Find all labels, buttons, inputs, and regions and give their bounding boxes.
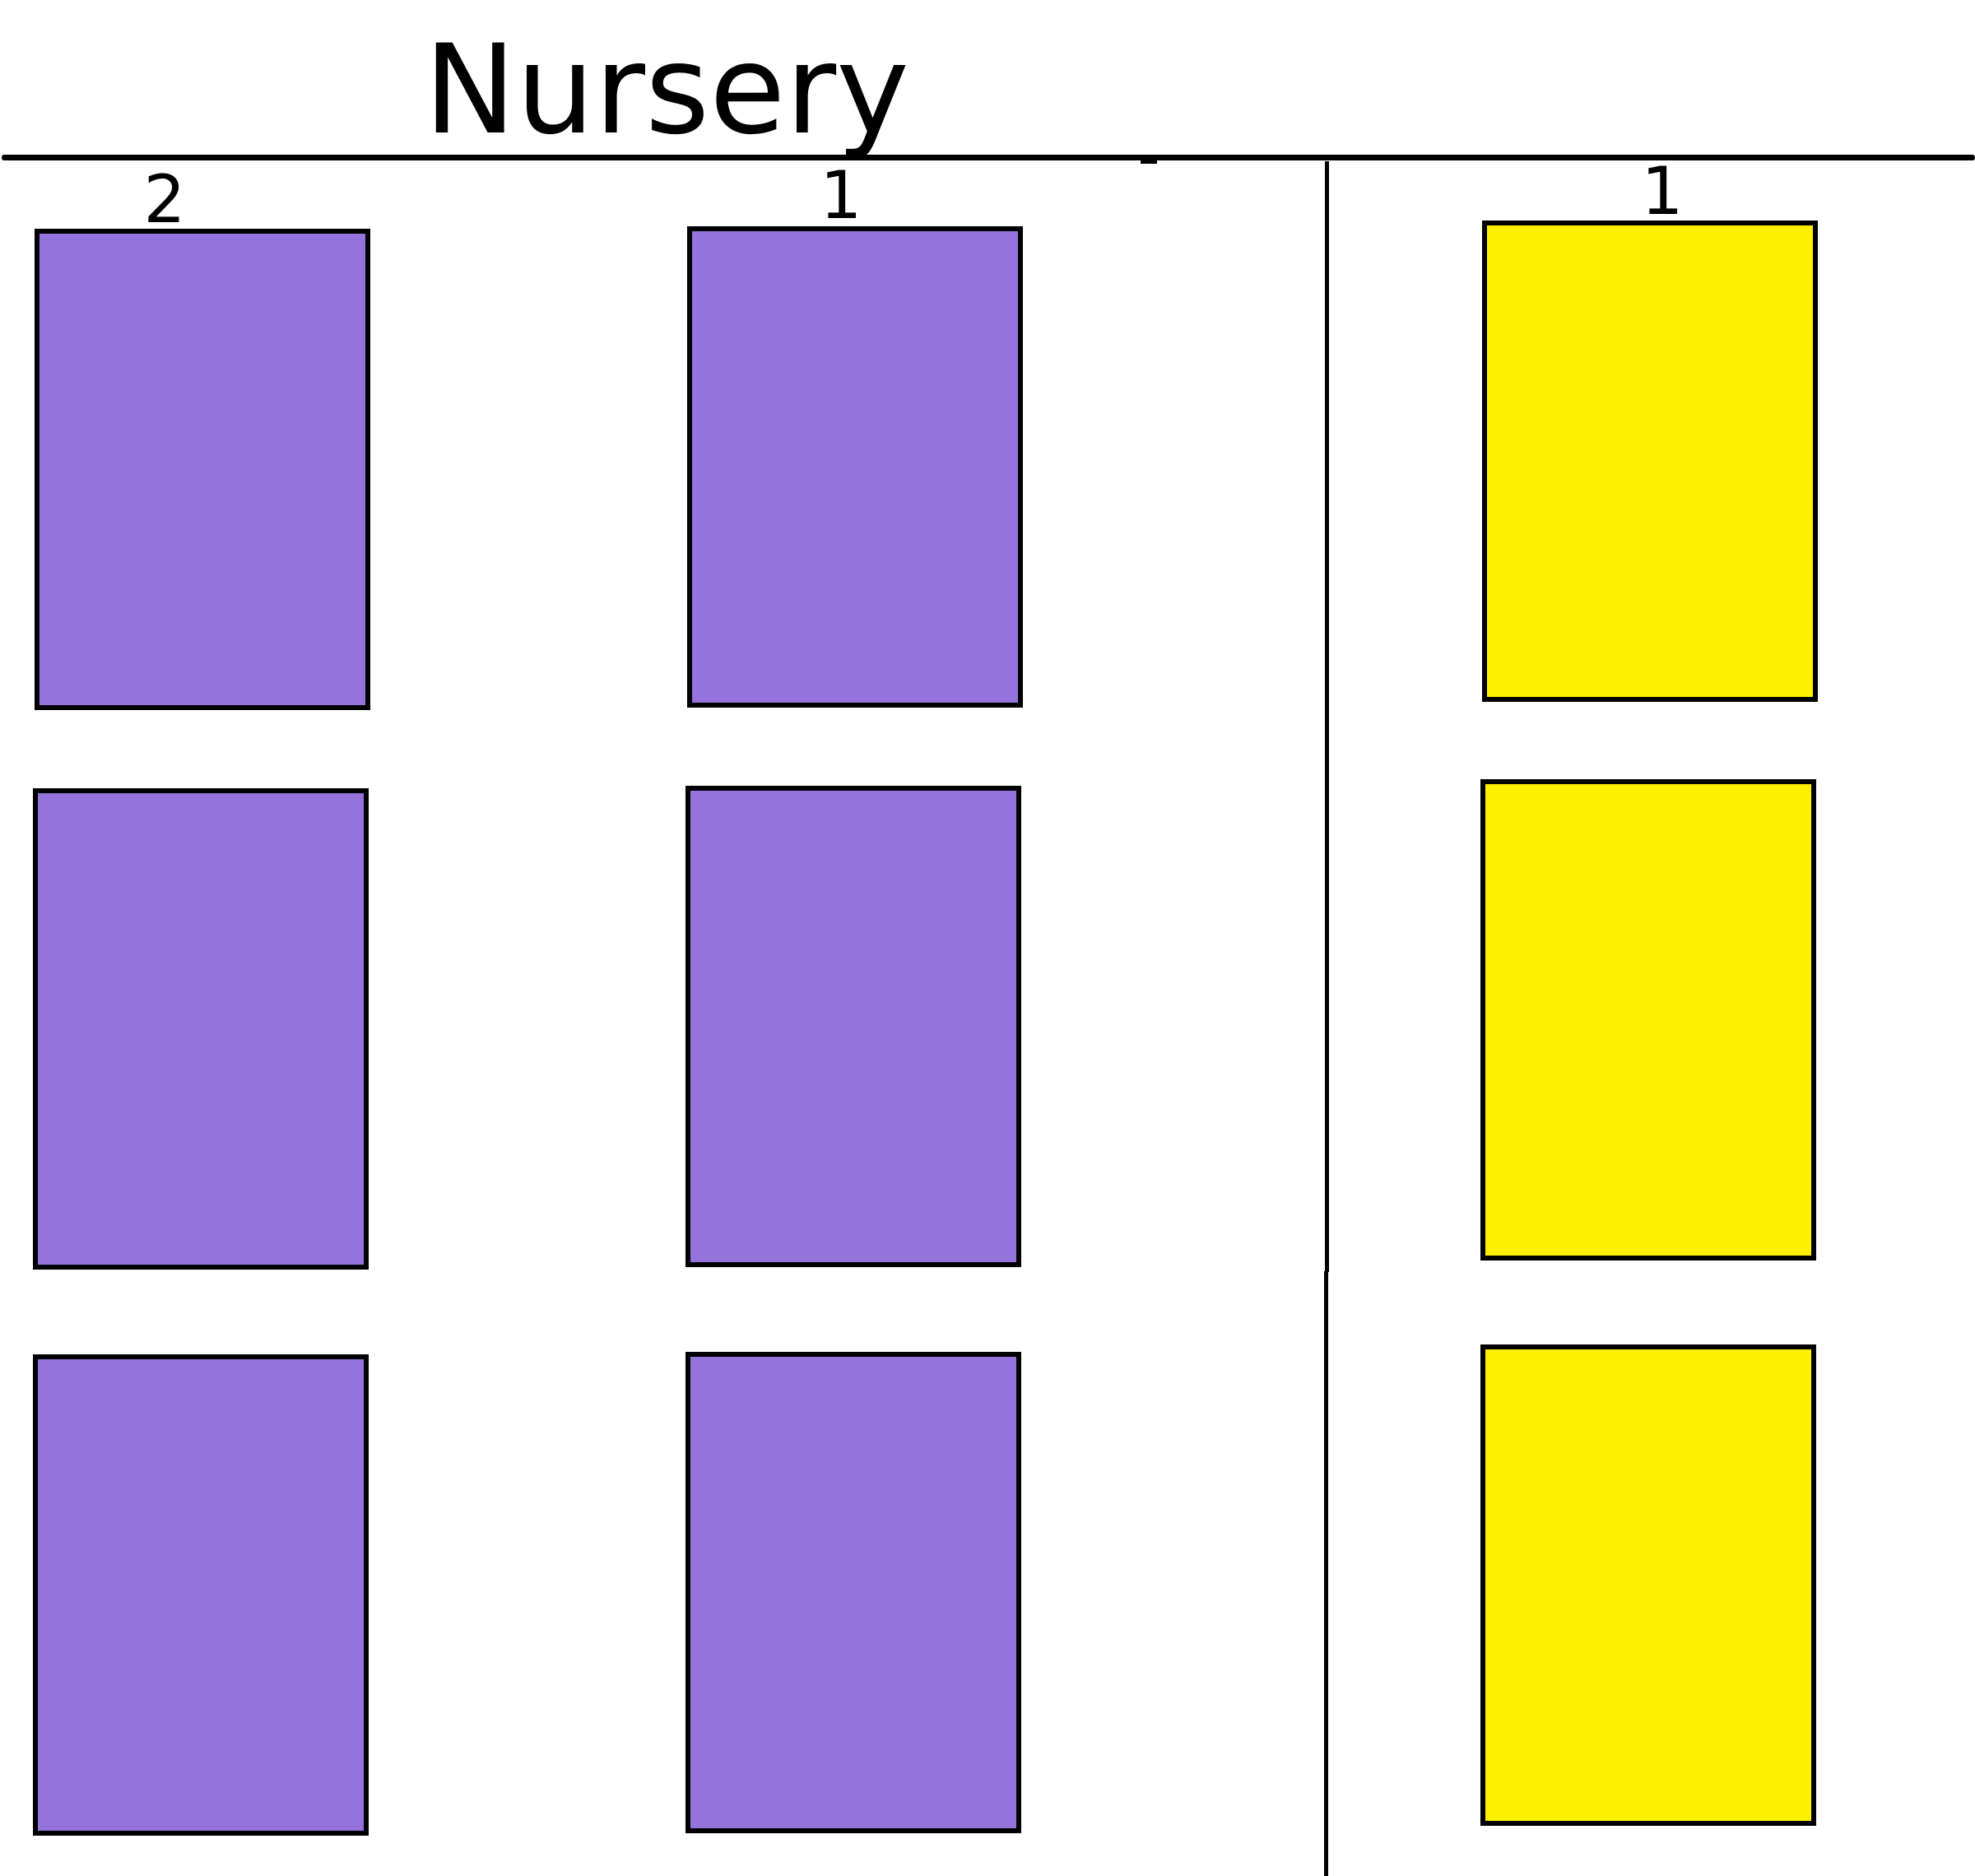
card-col2-row1 bbox=[687, 226, 1023, 708]
divider-tick bbox=[1141, 155, 1157, 164]
section-divider-upper bbox=[1325, 161, 1329, 1272]
card-col2-row3 bbox=[685, 1352, 1021, 1833]
card-col1-row3 bbox=[33, 1354, 369, 1836]
card-col3-row3 bbox=[1480, 1344, 1816, 1826]
card-col1-row1 bbox=[35, 229, 370, 710]
column-label-1: 2 bbox=[143, 161, 186, 238]
header-divider bbox=[2, 155, 1975, 160]
card-col3-row1 bbox=[1482, 221, 1818, 702]
column-label-3: 1 bbox=[1641, 153, 1684, 230]
section-divider-lower bbox=[1324, 1271, 1328, 1876]
page-title: Nursery bbox=[424, 19, 909, 162]
card-col1-row2 bbox=[33, 788, 369, 1270]
card-col2-row2 bbox=[685, 786, 1021, 1267]
card-col3-row2 bbox=[1480, 779, 1816, 1261]
column-label-2: 1 bbox=[820, 157, 862, 234]
